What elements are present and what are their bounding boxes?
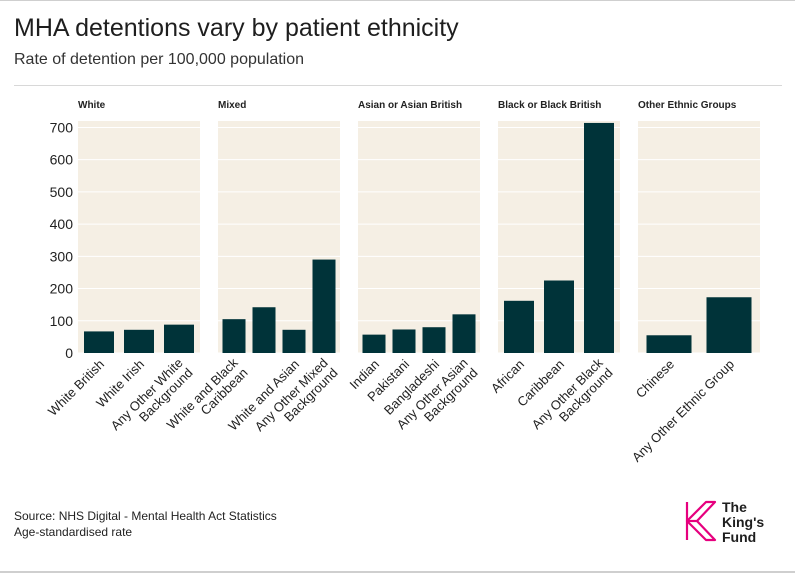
x-category-label-line: African <box>488 357 527 396</box>
kings-fund-logo: The King's Fund <box>684 498 784 546</box>
panel-title: Mixed <box>218 100 246 111</box>
bar <box>282 329 306 353</box>
bar <box>164 324 194 353</box>
age-standardised-note: Age-standardised rate <box>14 525 133 539</box>
panel-title: Other Ethnic Groups <box>638 100 737 111</box>
x-category-label-line: Chinese <box>633 357 677 401</box>
bar <box>504 300 534 353</box>
bottom-border <box>0 571 795 573</box>
y-tick-label: 200 <box>50 281 74 297</box>
y-tick-label: 300 <box>50 248 74 264</box>
chart-subtitle: Rate of detention per 100,000 population <box>14 51 305 68</box>
x-category-label: White British <box>45 357 107 419</box>
x-category-label-line: Any Other Ethnic Group <box>629 357 737 465</box>
y-tick-label: 600 <box>50 152 74 168</box>
bar <box>312 259 336 353</box>
source-note: Source: NHS Digital - Mental Health Act … <box>14 508 277 540</box>
logo-line-the: The <box>722 499 747 515</box>
bar <box>422 327 446 353</box>
bar <box>646 335 692 353</box>
bar <box>544 280 574 353</box>
x-category-label: Any Other BlackBackground <box>529 355 616 442</box>
y-tick-label: 400 <box>50 216 74 232</box>
x-category-label-line: White British <box>45 357 107 419</box>
panel-title: Black or Black British <box>498 100 601 111</box>
faceted-bar-chart: 0 100 200 300 400 500 600 700 White White British… <box>45 100 760 465</box>
header-divider <box>14 85 782 86</box>
bar <box>362 334 386 353</box>
bar <box>252 307 276 353</box>
x-category-label: Any Other WhiteBackground <box>108 355 196 443</box>
bar <box>452 314 476 353</box>
bar <box>584 122 614 353</box>
x-category-label: Chinese <box>633 357 677 401</box>
y-tick-label: 500 <box>50 184 74 200</box>
kings-fund-k-mark-icon <box>685 500 717 542</box>
chart-title: MHA detentions vary by patient ethnicity <box>14 14 459 42</box>
bar <box>84 331 114 353</box>
y-tick-label: 700 <box>50 119 74 135</box>
x-category-label: African <box>488 357 527 396</box>
x-category-label: Any Other Ethnic Group <box>629 357 737 465</box>
top-border <box>0 0 795 1</box>
logo-line-kings: King's <box>722 514 765 530</box>
bar <box>124 329 154 353</box>
bar <box>392 329 416 353</box>
panel-background <box>78 121 200 353</box>
logo-line-fund: Fund <box>722 529 757 545</box>
y-tick-label: 0 <box>65 345 73 361</box>
source-line: Source: NHS Digital - Mental Health Act … <box>14 509 277 523</box>
panel-title: Asian or Asian British <box>358 100 462 111</box>
y-tick-label: 100 <box>50 313 74 329</box>
bar <box>222 319 246 353</box>
logo-wordmark: The King's Fund <box>722 500 764 545</box>
panel-title: White <box>78 100 106 111</box>
bar <box>706 297 752 353</box>
